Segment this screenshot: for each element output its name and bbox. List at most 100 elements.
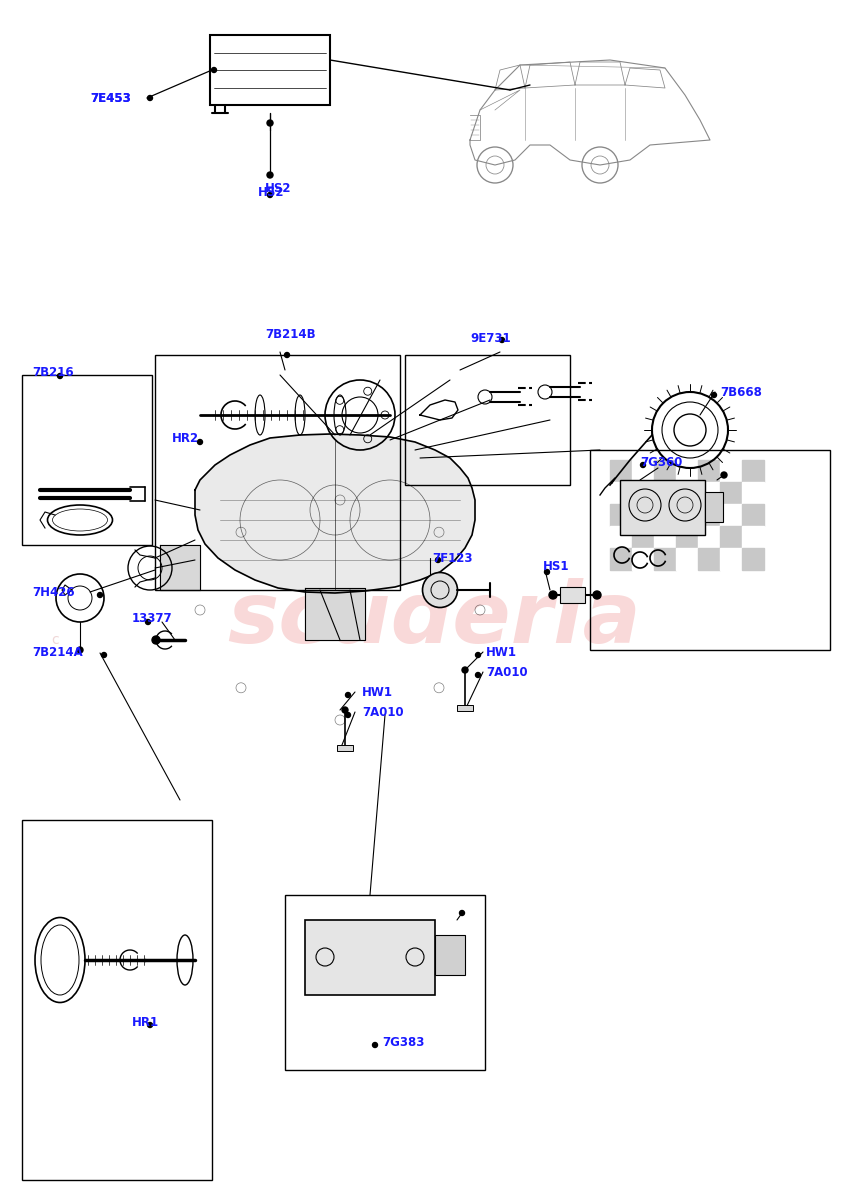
Bar (610, 526, 632, 548)
Text: 7E453: 7E453 (90, 91, 131, 104)
Bar (22, 374, 152, 545)
Bar (560, 587, 585, 602)
Bar (632, 526, 654, 548)
Text: c: c (51, 634, 59, 647)
Text: 7A010: 7A010 (486, 666, 528, 678)
Bar (654, 548, 676, 570)
Bar (632, 504, 654, 526)
Bar (654, 526, 676, 548)
Bar (620, 480, 705, 535)
Bar (610, 460, 632, 482)
Circle shape (436, 558, 440, 563)
Text: 7A010: 7A010 (362, 706, 404, 719)
Bar (610, 504, 632, 526)
Circle shape (544, 570, 549, 575)
Text: 7G360: 7G360 (640, 456, 682, 469)
Circle shape (146, 619, 150, 624)
Circle shape (549, 590, 557, 599)
Bar (676, 504, 698, 526)
Bar (676, 460, 698, 482)
Bar (698, 482, 720, 504)
Bar (632, 482, 654, 504)
Circle shape (462, 667, 468, 673)
Bar (720, 460, 742, 482)
Bar (705, 492, 723, 522)
Circle shape (267, 120, 273, 126)
Text: HR1: HR1 (132, 1015, 159, 1028)
Circle shape (372, 1043, 378, 1048)
Bar (210, 35, 330, 104)
Circle shape (97, 593, 102, 598)
Text: 7B216: 7B216 (32, 366, 74, 379)
Bar (742, 548, 764, 570)
Circle shape (342, 707, 348, 713)
Circle shape (593, 590, 601, 599)
Bar (698, 460, 720, 482)
Text: 7E453: 7E453 (90, 91, 131, 104)
Circle shape (285, 353, 290, 358)
Circle shape (641, 462, 646, 468)
Bar (305, 920, 435, 995)
Circle shape (267, 172, 273, 178)
Bar (742, 460, 764, 482)
Bar (720, 504, 742, 526)
Polygon shape (305, 588, 365, 640)
Ellipse shape (423, 572, 457, 607)
Text: HS1: HS1 (543, 560, 569, 574)
Bar (720, 548, 742, 570)
Bar (654, 504, 676, 526)
Bar (742, 482, 764, 504)
Circle shape (148, 1022, 153, 1027)
Text: 7G383: 7G383 (382, 1036, 424, 1049)
Text: 9E731: 9E731 (470, 331, 510, 344)
Bar (285, 895, 485, 1070)
Bar (676, 482, 698, 504)
Circle shape (499, 337, 504, 342)
Circle shape (102, 653, 107, 658)
Circle shape (148, 96, 153, 101)
Text: 7H426: 7H426 (32, 587, 75, 600)
Text: HS2: HS2 (265, 181, 292, 194)
Bar (632, 460, 654, 482)
Circle shape (476, 653, 481, 658)
Text: 7F123: 7F123 (432, 552, 472, 564)
Circle shape (57, 373, 62, 378)
Circle shape (267, 192, 273, 198)
Circle shape (345, 692, 351, 697)
Circle shape (459, 911, 464, 916)
Circle shape (152, 636, 160, 644)
Circle shape (77, 647, 83, 653)
Bar (457, 704, 473, 710)
Text: HW1: HW1 (362, 685, 393, 698)
Bar (720, 526, 742, 548)
Text: 13377: 13377 (132, 612, 173, 624)
Bar (155, 355, 400, 590)
Text: 7B214B: 7B214B (265, 329, 316, 342)
Text: HR2: HR2 (172, 432, 199, 444)
Text: 7B214A: 7B214A (32, 647, 82, 660)
Bar (698, 504, 720, 526)
Circle shape (712, 392, 716, 397)
Text: HS2: HS2 (258, 186, 285, 199)
Bar (610, 482, 632, 504)
Circle shape (476, 672, 481, 678)
Bar (698, 526, 720, 548)
Circle shape (721, 472, 727, 478)
Circle shape (212, 67, 216, 72)
Bar (435, 935, 465, 974)
Bar (337, 745, 353, 751)
Bar (610, 548, 632, 570)
Text: 7B668: 7B668 (720, 385, 762, 398)
Bar (405, 355, 570, 485)
Circle shape (345, 713, 351, 718)
Bar (22, 820, 212, 1180)
Polygon shape (195, 434, 475, 593)
Bar (742, 504, 764, 526)
Bar (676, 548, 698, 570)
Polygon shape (160, 545, 200, 590)
Bar (654, 482, 676, 504)
Bar (632, 548, 654, 570)
Text: HW1: HW1 (486, 646, 517, 659)
Bar (742, 526, 764, 548)
Circle shape (198, 439, 202, 444)
